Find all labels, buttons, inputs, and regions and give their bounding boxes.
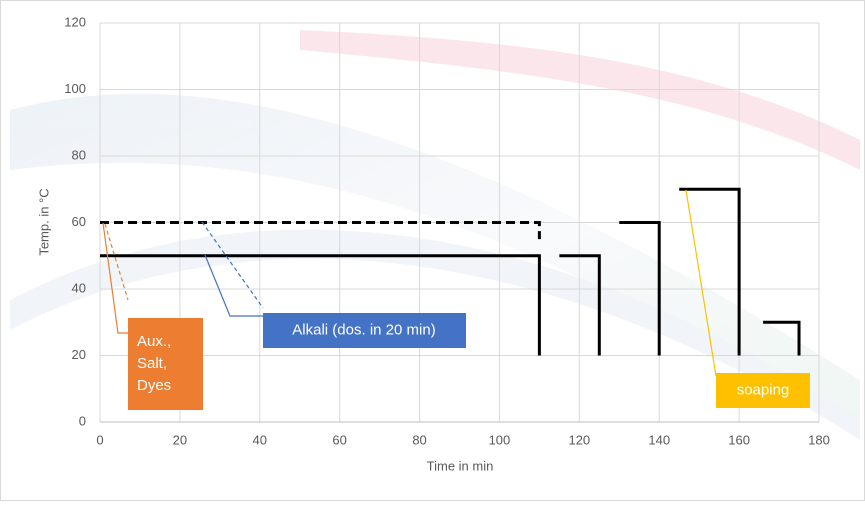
line-series bbox=[100, 187, 801, 356]
x-tick-label: 60 bbox=[332, 432, 346, 447]
y-tick-label: 0 bbox=[79, 413, 86, 428]
y-axis-label: Temp. in °C bbox=[36, 188, 51, 255]
line-series bbox=[100, 221, 541, 240]
leader-lines bbox=[102, 189, 717, 377]
x-tick-label: 100 bbox=[489, 432, 511, 447]
annotation-box bbox=[128, 318, 203, 410]
background-swirl bbox=[10, 30, 860, 440]
annotation-text: Dyes bbox=[137, 377, 171, 394]
annotation-text: Alkali (dos. in 20 min) bbox=[292, 321, 435, 338]
y-tick-label: 20 bbox=[72, 347, 86, 362]
annotation-box bbox=[263, 313, 466, 348]
y-tick-label: 120 bbox=[64, 14, 86, 29]
x-tick-label: 0 bbox=[96, 432, 103, 447]
annotation-text: Salt, bbox=[137, 355, 167, 372]
x-tick-label: 40 bbox=[253, 432, 267, 447]
annotation-box bbox=[716, 373, 810, 408]
x-tick-label: 20 bbox=[173, 432, 187, 447]
annotation-text: Aux., bbox=[137, 333, 171, 350]
x-tick-label: 180 bbox=[808, 432, 830, 447]
x-tick-label: 140 bbox=[648, 432, 670, 447]
y-tick-label: 40 bbox=[72, 280, 86, 295]
x-tick-label: 80 bbox=[412, 432, 426, 447]
y-tick-label: 60 bbox=[72, 214, 86, 229]
y-tick-label: 100 bbox=[64, 81, 86, 96]
annotation-text: soaping bbox=[737, 381, 790, 398]
x-tick-label: 160 bbox=[728, 432, 750, 447]
x-tick-label: 120 bbox=[568, 432, 590, 447]
y-tick-label: 80 bbox=[72, 147, 86, 162]
x-axis-label: Time in min bbox=[427, 458, 494, 473]
